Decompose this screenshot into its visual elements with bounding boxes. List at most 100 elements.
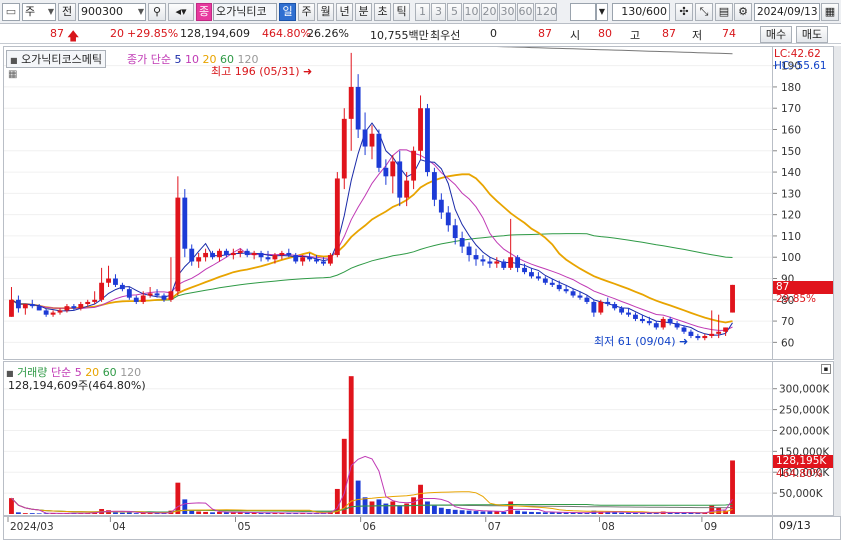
speaker-icon[interactable]: ◂▾	[168, 3, 194, 21]
volume-bar	[196, 511, 202, 514]
sell-button[interactable]: 매도	[796, 26, 828, 43]
volume-bar	[619, 512, 625, 514]
minute-2-button[interactable]: 5	[447, 3, 462, 21]
volume-bar	[452, 509, 458, 514]
crosshair-icon[interactable]: ✣	[675, 3, 693, 21]
price-change-pct: +29.85%	[127, 27, 179, 40]
arrow-right-icon: ➜	[303, 65, 313, 78]
candle-body	[57, 310, 63, 313]
candle-body	[369, 133, 375, 147]
chevron-down-icon[interactable]: ▼	[596, 3, 608, 21]
price-chart[interactable]	[4, 47, 772, 359]
volume-bar	[369, 501, 375, 514]
gear-icon[interactable]: ⚙	[734, 3, 752, 21]
period-0-button[interactable]: 일	[279, 3, 296, 21]
volume: 128,194,609	[180, 27, 250, 40]
candle-body	[466, 246, 472, 256]
price-tick-label: 110	[781, 231, 801, 243]
period-2-button[interactable]: 월	[317, 3, 334, 21]
zoom-icon[interactable]: ⤡	[695, 3, 713, 21]
market-select[interactable]: 주 ▼	[22, 3, 56, 21]
price-chart-panel[interactable]: ■ 오가닉티코스메틱 종가 단순 5 10 20 60 120 ▦ 최고 196…	[3, 46, 773, 360]
ma120-line	[496, 47, 733, 55]
volume-bar	[501, 511, 507, 514]
best-value: 0	[490, 27, 497, 40]
vma5-label: 5	[74, 366, 82, 379]
ma5-label: 5	[174, 53, 182, 66]
volume-bar	[612, 512, 618, 514]
volume-tick-label: 250,000K	[779, 405, 830, 417]
volume-tick-label: 50,000K	[779, 488, 824, 500]
minute-0-button[interactable]: 1	[415, 3, 430, 21]
market-sub-button[interactable]: 전	[58, 3, 76, 21]
minute-7-button[interactable]: 120	[535, 3, 557, 21]
candle-body	[327, 255, 333, 264]
candle-body	[300, 257, 306, 262]
volume-bar	[43, 513, 49, 514]
calendar-icon[interactable]: ▦	[821, 3, 839, 21]
buy-button[interactable]: 매수	[760, 26, 792, 43]
candle-body	[383, 167, 389, 177]
bar-count-input[interactable]: 130/600	[612, 3, 670, 21]
period-6-button[interactable]: 틱	[393, 3, 410, 21]
volume-bar	[355, 480, 361, 514]
candle-body	[99, 282, 105, 300]
volume-chart-panel[interactable]: ■ 거래량 단순 5 20 60 120 128,194,609주(464.80…	[3, 361, 773, 516]
candle-body	[293, 255, 299, 262]
volume-bar	[210, 512, 215, 514]
period-4-button[interactable]: 분	[355, 3, 372, 21]
vma5-line	[11, 455, 733, 514]
search-icon[interactable]: ⚲	[148, 3, 166, 21]
candle-body	[334, 178, 340, 256]
legend-title[interactable]: ■ 오가닉티코스메틱	[6, 50, 107, 68]
candle-body	[189, 248, 195, 262]
volume-bar	[542, 512, 548, 514]
candle-body	[411, 150, 417, 181]
candle-body	[667, 318, 673, 324]
candle-body	[584, 297, 590, 302]
price-axis: 60 70 80 90 100 110 120 130 140 150 160 170 180 190 L…	[773, 46, 834, 360]
volume-bar	[341, 438, 347, 514]
chart-type-icon[interactable]: ▭	[2, 3, 20, 21]
grid-icon[interactable]: ▦	[8, 69, 18, 80]
candle-body	[126, 289, 132, 298]
minute-5-button[interactable]: 30	[499, 3, 516, 21]
candle-body	[702, 335, 708, 339]
volume-bar	[438, 507, 444, 514]
code-input[interactable]: 900300 ▼	[78, 3, 146, 21]
minute-3-button[interactable]: 10	[463, 3, 480, 21]
minute-1-button[interactable]: 3	[431, 3, 446, 21]
time-axis-ticks: 2024/03 04 05 06 07 08 09	[7, 517, 717, 533]
minute-6-button[interactable]: 60	[517, 3, 534, 21]
candle-body	[494, 261, 500, 264]
panel-close-icon[interactable]: ▪	[821, 364, 831, 374]
vertical-scrollbar[interactable]	[834, 46, 841, 516]
candle-body	[85, 301, 91, 305]
code-value: 900300	[81, 5, 123, 18]
period-3-button[interactable]: 년	[336, 3, 353, 21]
candle-body	[140, 295, 146, 302]
candle-body	[660, 318, 666, 328]
minute-4-button[interactable]: 20	[481, 3, 498, 21]
price-change: 20	[110, 27, 124, 40]
volume-title: 거래량	[17, 366, 48, 379]
time-axis: 2024/03 04 05 06 07 08 09	[3, 516, 773, 540]
ma-legend: 종가 단순 5 10 20 60 120	[127, 51, 258, 67]
price-tick-label: 120	[781, 210, 801, 222]
volume-bar	[119, 512, 125, 514]
chevron-down-icon: ▼	[47, 7, 54, 16]
volume-bar	[244, 512, 250, 514]
volume-bar	[688, 512, 694, 514]
ma20-line	[11, 173, 733, 324]
period-1-button[interactable]: 주	[298, 3, 315, 21]
save-icon[interactable]: ▤	[715, 3, 733, 21]
date-input[interactable]: 2024/09/13	[754, 3, 820, 21]
unit-input[interactable]	[570, 3, 596, 21]
candle-body	[22, 304, 28, 309]
price-tick-label: 150	[781, 146, 801, 158]
volume-bar	[584, 512, 590, 514]
volume-bar	[230, 512, 236, 514]
best-label: 최우선	[430, 29, 461, 42]
volume-chart[interactable]	[4, 362, 772, 515]
period-5-button[interactable]: 초	[374, 3, 391, 21]
